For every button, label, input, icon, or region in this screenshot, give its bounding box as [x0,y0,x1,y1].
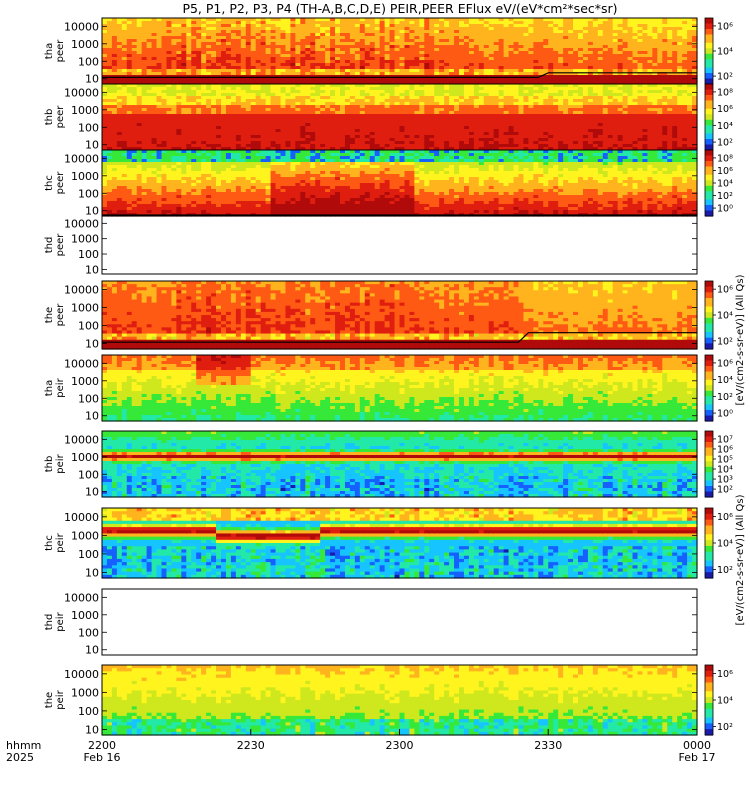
colorbar-tick-label: 10⁴ [717,47,733,58]
panel-label-probe: tha [44,43,55,59]
y-tick-label: 1000 [71,38,99,51]
colorbar-tha-peer: 10⁶ 10⁴ 10² [705,18,733,85]
colorbar-tick-label: 10² [717,72,733,83]
panel-label: thapeer [44,39,66,63]
panel-label-type: peer [55,39,66,63]
y-tick-label: 10000 [64,20,99,33]
colorbar-tick-label: 10⁶ [717,21,733,32]
heatmap-cells-thb-peer [102,84,698,151]
figure-title: P5, P1, P2, P3, P4 (TH-A,B,C,D,E) PEIR,P… [182,1,617,16]
panel-tha-peer: 10⁶ 10⁴ 10² 10000 1000 100 10 thapeer [44,18,733,86]
panel-stack: 10⁶ 10⁴ 10² 10000 1000 100 10 thapeer 10⁸10⁶10⁴1… [44,18,733,736]
y-tick-label: 100 [78,55,99,68]
y-tick-label: 10 [85,73,99,86]
heatmap-cells-tha-peer [102,18,698,85]
